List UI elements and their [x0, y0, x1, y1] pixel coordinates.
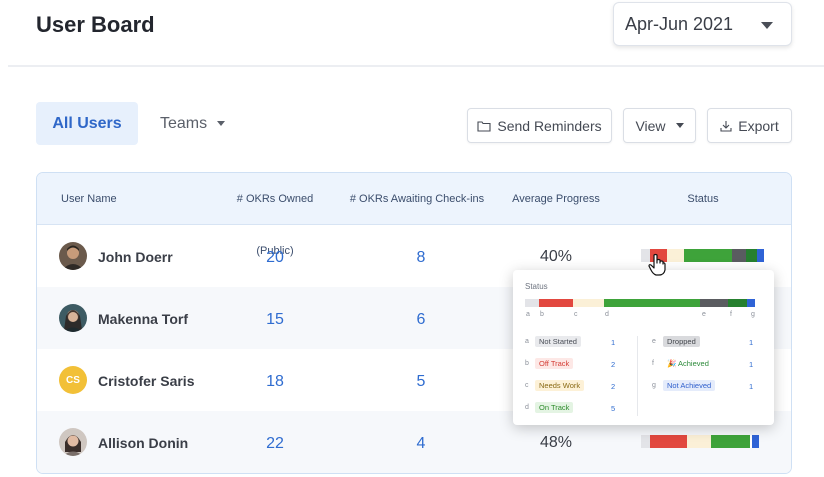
status-bar[interactable]: [641, 249, 764, 262]
okrs-owned-link[interactable]: 20: [266, 249, 284, 266]
status-popover: Status a b c d e f g a Not Started 1 b O…: [513, 270, 774, 425]
legend-count: 2: [611, 360, 616, 369]
download-icon: [720, 120, 732, 132]
chevron-down-icon: [761, 22, 773, 29]
status-segment-dropped: [700, 299, 728, 307]
status-segment-needs-work: [667, 249, 684, 262]
status-segment-needs-work: [687, 435, 711, 448]
status-segment-off-track: [539, 299, 573, 307]
okrs-owned-link[interactable]: 15: [266, 311, 284, 328]
status-segment-off-track: [650, 435, 687, 448]
legend-count: 1: [749, 360, 754, 369]
export-label: Export: [738, 117, 779, 134]
export-button[interactable]: Export: [707, 108, 792, 143]
average-progress: 48%: [539, 434, 573, 451]
bar-letter: g: [751, 311, 755, 318]
bar-letter: f: [730, 311, 732, 318]
status-segment-not-achieved: [747, 299, 755, 307]
legend-count: 1: [611, 338, 616, 347]
period-select[interactable]: Apr-Jun 2021: [613, 2, 792, 46]
user-name[interactable]: John Doerr: [98, 249, 173, 265]
bar-letter: e: [702, 311, 706, 318]
status-segment-achieved: [746, 249, 757, 262]
avatar: [59, 304, 87, 332]
legend-badge-not-achieved: Not Achieved: [663, 380, 716, 391]
bar-letter: c: [574, 311, 578, 318]
user-name[interactable]: Cristofer Saris: [98, 373, 195, 389]
view-button[interactable]: View: [623, 108, 696, 143]
view-label: View: [635, 117, 666, 134]
legend-count: 1: [749, 338, 754, 347]
column-header-user-name[interactable]: User Name: [61, 193, 117, 205]
send-reminders-button[interactable]: Send Reminders: [467, 108, 612, 143]
column-header-okrs-awaiting[interactable]: # OKRs Awaiting Check-ins: [349, 193, 485, 205]
header-divider: [8, 65, 824, 67]
avatar: [59, 242, 87, 270]
column-header-status[interactable]: Status: [687, 193, 719, 205]
bar-letter: b: [540, 311, 544, 318]
status-segment-not-achieved: [752, 435, 759, 448]
page-title: User Board: [36, 12, 155, 37]
legend-badge-off-track: Off Track: [535, 358, 574, 369]
status-segment-on-track: [604, 299, 700, 307]
legend-letter: a: [525, 338, 529, 345]
legend-badge-dropped: Dropped: [663, 336, 700, 347]
column-header-average-progress[interactable]: Average Progress: [512, 193, 600, 205]
legend-letter: e: [652, 338, 656, 345]
reminder-icon: [477, 120, 491, 132]
average-progress: 40%: [539, 248, 573, 265]
okrs-owned-link[interactable]: 18: [266, 373, 284, 390]
status-segment-not-started: [525, 299, 539, 307]
legend-badge-needs-work: Needs Work: [535, 380, 585, 391]
legend-badge-achieved: 🎉 Achieved: [663, 358, 713, 369]
okrs-awaiting-link[interactable]: 4: [416, 435, 426, 452]
hand-cursor-icon: [648, 253, 666, 276]
table-row[interactable]: John Doerr 20 8 40%: [37, 225, 791, 287]
table-row[interactable]: CS Cristofer Saris 18 5: [37, 349, 791, 411]
status-segment-dropped: [750, 435, 752, 448]
status-segment-not-started: [641, 249, 650, 262]
status-segment-not-started: [641, 435, 650, 448]
chevron-down-icon: [217, 121, 226, 126]
okrs-owned-link[interactable]: 22: [266, 435, 284, 452]
legend-letter: b: [525, 360, 529, 367]
bar-letter: d: [605, 311, 609, 318]
send-reminders-label: Send Reminders: [497, 117, 602, 134]
legend-divider: [637, 336, 638, 416]
user-name[interactable]: Allison Donin: [98, 435, 189, 451]
status-segment-needs-work: [573, 299, 604, 307]
chevron-down-icon: [675, 123, 684, 128]
popover-status-bar: [525, 299, 761, 307]
status-segment-on-track: [711, 435, 750, 448]
legend-count: 5: [611, 404, 616, 413]
tab-teams[interactable]: Teams: [160, 102, 226, 145]
avatar: CS: [59, 366, 87, 394]
status-segment-not-achieved: [757, 249, 764, 262]
tab-all-users[interactable]: All Users: [36, 102, 138, 145]
legend-letter: d: [525, 404, 529, 411]
okrs-awaiting-link[interactable]: 6: [416, 311, 426, 328]
column-header-okrs-owned[interactable]: # OKRs Owned (Public): [236, 193, 314, 257]
okrs-awaiting-link[interactable]: 8: [416, 249, 426, 266]
status-segment-dropped: [732, 249, 746, 262]
status-segment-achieved: [728, 299, 747, 307]
period-select-value: Apr-Jun 2021: [625, 13, 734, 34]
bar-letter: a: [526, 311, 530, 318]
table-header: User Name # OKRs Owned (Public) # OKRs A…: [37, 173, 791, 257]
legend-count: 1: [749, 382, 754, 391]
legend-letter: g: [652, 382, 656, 389]
avatar: [59, 428, 87, 456]
legend-count: 2: [611, 382, 616, 391]
legend-badge-not-started: Not Started: [535, 336, 581, 347]
tab-teams-label: Teams: [160, 114, 208, 132]
legend-badge-on-track: On Track: [535, 402, 574, 413]
legend-letter: c: [525, 382, 529, 389]
user-name[interactable]: Makenna Torf: [98, 311, 188, 327]
popover-title: Status: [525, 282, 548, 291]
okrs-awaiting-link[interactable]: 5: [416, 373, 426, 390]
status-segment-on-track: [684, 249, 732, 262]
status-bar[interactable]: [641, 435, 764, 448]
legend-letter: f: [652, 360, 654, 367]
